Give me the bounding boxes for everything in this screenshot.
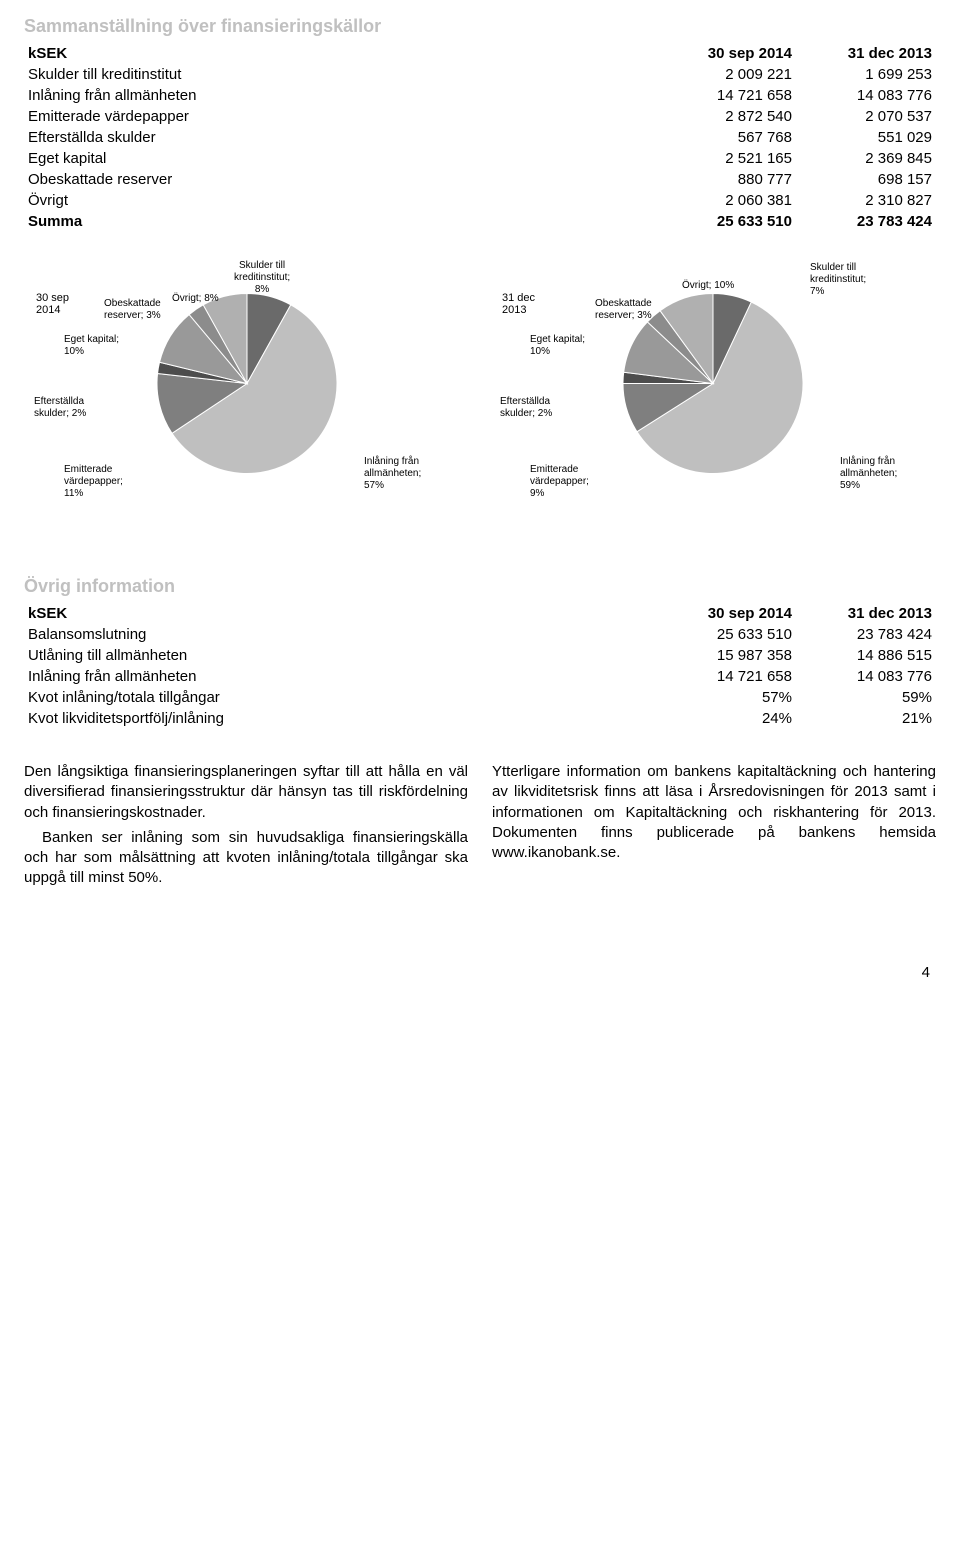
pie-slice-label: Efterställdaskulder; 2% [500, 396, 552, 420]
col-unit-2: kSEK [24, 603, 656, 624]
col2-header-1: 30 sep 2014 [656, 603, 796, 624]
pie-slice-label: Eget kapital;10% [64, 334, 119, 358]
body-text: Den långsiktiga finansieringsplaneringen… [24, 747, 936, 904]
body-right-p1: Ytterligare information om bankens kapit… [492, 762, 936, 863]
pie-slice-label: Eget kapital;10% [530, 334, 585, 358]
pie-chart-2013: 31 dec2013 Skulder tillkreditinstitut;7% I… [490, 256, 936, 516]
body-left-p1: Den långsiktiga finansieringsplaneringen… [24, 762, 468, 823]
col-header-2: 31 dec 2013 [796, 43, 936, 64]
col-unit: kSEK [24, 43, 656, 64]
table-row: Balansomslutning25 633 51023 783 424 [24, 624, 936, 645]
summa-label: Summa [24, 211, 656, 232]
section1-title: Sammanställning över finansieringskällor [24, 16, 936, 37]
other-info-table: kSEK 30 sep 2014 31 dec 2013 Balansomslu… [24, 603, 936, 729]
pie-slice-label: Emitteradevärdepapper;9% [530, 464, 589, 500]
pie-slice-label: Efterställdaskulder; 2% [34, 396, 86, 420]
pie-slice-label: Övrigt; 8% [172, 293, 219, 305]
page-number: 4 [24, 964, 936, 981]
table-row: Kvot inlåning/totala tillgångar57%59% [24, 687, 936, 708]
pie-slice-label: Obeskattadereserver; 3% [104, 298, 161, 322]
table-row: Utlåning till allmänheten15 987 35814 88… [24, 645, 936, 666]
table-row: Skulder till kreditinstitut2 009 2211 69… [24, 64, 936, 85]
financing-table: kSEK 30 sep 2014 31 dec 2013 Skulder til… [24, 43, 936, 232]
summa-v1: 25 633 510 [656, 211, 796, 232]
pie-slice-label: Inlåning frånallmänheten;59% [840, 456, 897, 492]
pie-slice-label: Emitteradevärdepapper;11% [64, 464, 123, 500]
pie-slice-label: Skulder tillkreditinstitut;7% [810, 262, 866, 298]
chart-title: 30 sep2014 [36, 292, 69, 316]
table-row: Kvot likviditetsportfölj/inlåning24%21% [24, 708, 936, 729]
col2-header-2: 31 dec 2013 [796, 603, 936, 624]
table-row: Inlåning från allmänheten14 721 65814 08… [24, 666, 936, 687]
summa-v2: 23 783 424 [796, 211, 936, 232]
pie-slice-label: Inlåning frånallmänheten;57% [364, 456, 421, 492]
table-row: Övrigt2 060 3812 310 827 [24, 190, 936, 211]
table-row: Emitterade värdepapper2 872 5402 070 537 [24, 106, 936, 127]
pie-slice-label: Övrigt; 10% [682, 280, 734, 292]
pie-chart-2014: 30 sep2014 Skulder tillkreditinstitut;8% I… [24, 256, 470, 516]
table-row: Efterställda skulder567 768551 029 [24, 127, 936, 148]
pie-slice-label: Skulder tillkreditinstitut;8% [234, 260, 290, 296]
chart-title: 31 dec2013 [502, 292, 535, 316]
section2-title: Övrig information [24, 576, 936, 597]
table-row: Inlåning från allmänheten14 721 65814 08… [24, 85, 936, 106]
table-row: Eget kapital2 521 1652 369 845 [24, 148, 936, 169]
body-left-p2: Banken ser inlåning som sin huvudsakliga… [24, 828, 468, 889]
pie-slice-label: Obeskattadereserver; 3% [595, 298, 652, 322]
table-row: Obeskattade reserver880 777698 157 [24, 169, 936, 190]
col-header-1: 30 sep 2014 [656, 43, 796, 64]
